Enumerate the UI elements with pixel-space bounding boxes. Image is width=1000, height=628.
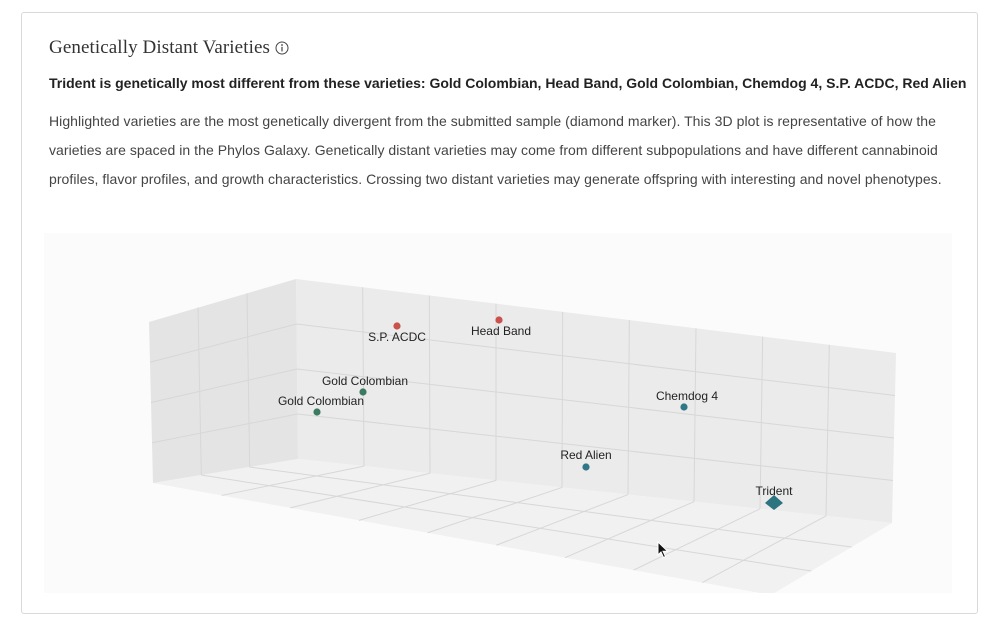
variety-label: Chemdog 4 — [656, 389, 718, 403]
variety-marker[interactable] — [582, 463, 590, 471]
galaxy-3d-plot[interactable]: S.P. ACDC Head Band Gold Colombian Gold Col… — [44, 233, 952, 593]
mouse-pointer-icon — [657, 540, 669, 564]
variety-label: Red Alien — [560, 448, 611, 462]
info-circle-icon[interactable] — [275, 41, 289, 55]
variety-marker[interactable] — [680, 403, 688, 411]
grid-line — [201, 474, 812, 572]
grid-line — [151, 413, 298, 444]
grid-line — [297, 413, 894, 481]
grid-line — [427, 486, 563, 534]
card-title: Genetically Distant Varieties — [49, 37, 270, 58]
grid-line — [702, 515, 827, 583]
variety-label: Gold Colombian — [278, 394, 364, 408]
grid-lines — [149, 287, 896, 583]
grid-line — [633, 508, 761, 571]
grid-line — [296, 368, 895, 439]
variety-label: S.P. ACDC — [368, 330, 426, 344]
plot-canvas[interactable]: S.P. ACDC Head Band Gold Colombian Gold Col… — [44, 233, 952, 593]
grid-line — [290, 472, 431, 509]
card-header: Genetically Distant Varieties — [49, 37, 289, 59]
grid-line — [221, 465, 365, 496]
plot-markers: S.P. ACDC Head Band Gold Colombian Gold Col… — [278, 316, 793, 510]
variety-label: Gold Colombian — [322, 374, 408, 388]
back-wall — [296, 279, 896, 523]
grid-line — [150, 368, 298, 403]
variety-marker[interactable] — [359, 388, 367, 396]
variety-label: Head Band — [471, 324, 531, 338]
grid-line — [358, 479, 497, 521]
variety-marker[interactable] — [313, 408, 321, 416]
variety-marker[interactable] — [393, 322, 401, 330]
grid-line — [149, 323, 297, 363]
grid-line — [496, 494, 629, 546]
grid-line — [249, 466, 852, 548]
grid-line — [296, 323, 896, 396]
left-wall — [149, 279, 298, 483]
distant-varieties-summary: Trident is genetically most different fr… — [49, 75, 967, 91]
variety-marker[interactable] — [495, 316, 503, 324]
grid-line — [564, 501, 695, 559]
distant-varieties-card: Genetically Distant Varieties Trident is… — [21, 12, 978, 614]
variety-marker[interactable] — [765, 495, 783, 510]
plot-description: Highlighted varieties are the most genet… — [49, 113, 942, 187]
variety-label: Trident — [756, 484, 794, 498]
